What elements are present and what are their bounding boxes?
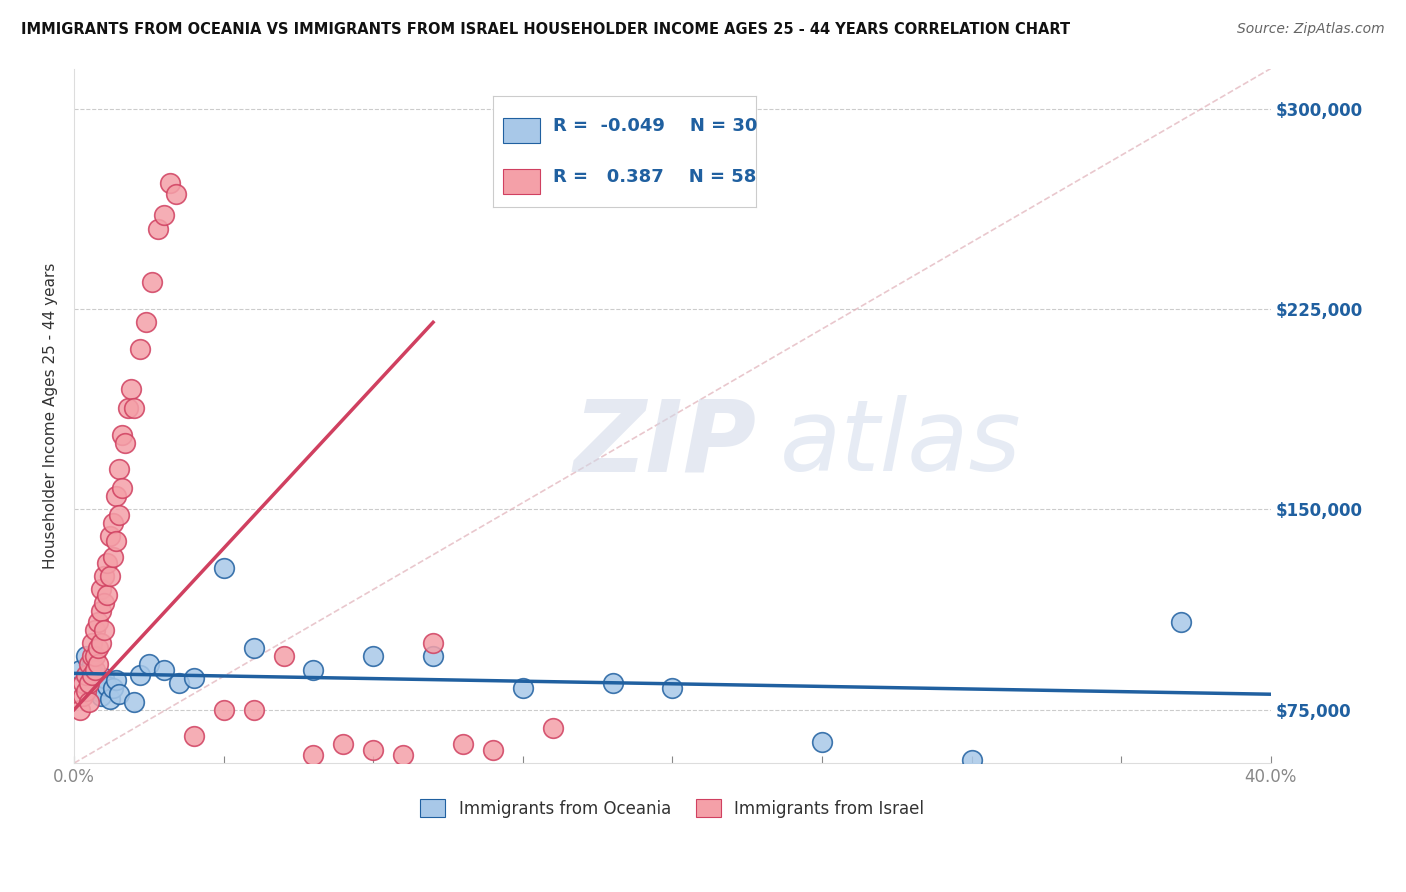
Point: [98, 692, 121, 706]
Point: [302, 748, 325, 763]
Point: [422, 649, 444, 664]
Text: atlas: atlas: [780, 395, 1022, 492]
Point: [960, 754, 983, 768]
Point: [117, 401, 139, 415]
Point: [111, 481, 134, 495]
Point: [129, 668, 152, 682]
Point: [361, 743, 384, 757]
Point: [183, 730, 205, 744]
Point: [75, 684, 97, 698]
Point: [90, 604, 112, 618]
Point: [122, 695, 145, 709]
Point: [93, 569, 115, 583]
Point: [80, 668, 103, 682]
Point: [87, 684, 110, 698]
Point: [108, 462, 131, 476]
Point: [80, 649, 103, 664]
Point: [120, 382, 142, 396]
Point: [84, 668, 107, 682]
Point: [77, 676, 100, 690]
Point: [392, 748, 415, 763]
Point: [159, 177, 181, 191]
Point: [167, 676, 190, 690]
Point: [98, 529, 121, 543]
Point: [98, 569, 121, 583]
Point: [104, 673, 127, 688]
Point: [482, 743, 505, 757]
Point: [101, 550, 124, 565]
Point: [87, 615, 110, 629]
Point: [93, 671, 115, 685]
Point: [361, 649, 384, 664]
Y-axis label: Householder Income Ages 25 - 44 years: Householder Income Ages 25 - 44 years: [44, 262, 58, 569]
Point: [84, 649, 107, 664]
Point: [129, 342, 152, 356]
Point: [104, 534, 127, 549]
Legend: Immigrants from Oceania, Immigrants from Israel: Immigrants from Oceania, Immigrants from…: [413, 793, 931, 824]
Point: [602, 676, 624, 690]
Text: ZIP: ZIP: [574, 395, 756, 492]
Point: [77, 657, 100, 672]
Point: [72, 676, 94, 690]
Point: [153, 209, 176, 223]
Point: [183, 671, 205, 685]
Point: [451, 738, 474, 752]
Point: [69, 663, 91, 677]
Point: [80, 636, 103, 650]
Point: [212, 703, 235, 717]
Point: [146, 222, 169, 236]
Text: Source: ZipAtlas.com: Source: ZipAtlas.com: [1237, 22, 1385, 37]
Point: [811, 735, 834, 749]
Point: [84, 663, 107, 677]
Point: [77, 676, 100, 690]
Point: [87, 641, 110, 656]
Point: [422, 636, 444, 650]
Point: [512, 681, 534, 696]
Point: [101, 516, 124, 530]
Point: [75, 649, 97, 664]
Point: [302, 663, 325, 677]
Point: [212, 561, 235, 575]
Point: [273, 649, 295, 664]
Point: [114, 435, 136, 450]
Point: [138, 657, 160, 672]
Point: [77, 695, 100, 709]
Point: [69, 703, 91, 717]
Point: [90, 690, 112, 704]
Point: [87, 657, 110, 672]
Point: [93, 596, 115, 610]
Point: [122, 401, 145, 415]
Point: [90, 636, 112, 650]
Point: [84, 623, 107, 637]
Point: [661, 681, 683, 696]
Point: [96, 588, 118, 602]
Point: [72, 690, 94, 704]
Point: [80, 657, 103, 672]
Point: [111, 427, 134, 442]
Point: [153, 663, 176, 677]
Point: [96, 556, 118, 570]
Point: [135, 315, 157, 329]
Point: [1170, 615, 1192, 629]
Point: [101, 681, 124, 696]
Point: [90, 582, 112, 597]
Point: [108, 687, 131, 701]
Point: [141, 275, 163, 289]
Point: [93, 623, 115, 637]
Point: [242, 641, 264, 656]
Point: [108, 508, 131, 522]
Point: [75, 668, 97, 682]
Point: [541, 722, 564, 736]
Point: [165, 187, 187, 202]
Point: [96, 679, 118, 693]
Point: [332, 738, 354, 752]
Point: [104, 489, 127, 503]
Text: IMMIGRANTS FROM OCEANIA VS IMMIGRANTS FROM ISRAEL HOUSEHOLDER INCOME AGES 25 - 4: IMMIGRANTS FROM OCEANIA VS IMMIGRANTS FR…: [21, 22, 1070, 37]
Point: [242, 703, 264, 717]
